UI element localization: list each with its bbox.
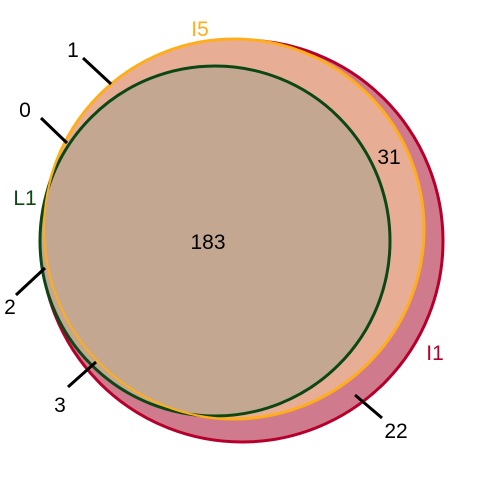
leader-i1-only — [354, 393, 383, 420]
count-i5-only: 1 — [67, 39, 79, 62]
count-i1-only: 22 — [384, 420, 407, 443]
set-label-i5: I5 — [191, 18, 209, 41]
count-all-three: 183 — [190, 231, 225, 254]
set-i5-outline — [43, 38, 425, 420]
leader-i1-l1-only — [67, 360, 97, 389]
count-i1-i5-only: 31 — [377, 146, 400, 169]
set-label-i1: I1 — [426, 342, 444, 365]
count-i5-l1-only: 0 — [19, 99, 31, 122]
leader-i5-only — [81, 56, 113, 86]
count-i1-l1-only: 3 — [54, 394, 66, 417]
set-label-l1: L1 — [13, 187, 36, 210]
leader-l1-only — [14, 266, 47, 297]
leader-i5-l1-only — [39, 116, 69, 145]
set-l1-circle — [38, 64, 392, 418]
count-l1-only: 2 — [4, 296, 16, 319]
